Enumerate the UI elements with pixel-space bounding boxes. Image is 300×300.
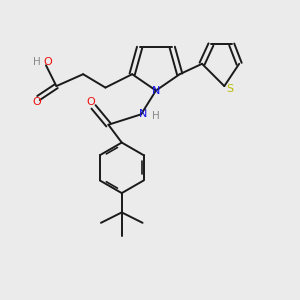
Text: H: H [152,111,160,121]
Text: O: O [86,98,95,107]
Text: N: N [138,109,147,119]
Text: O: O [33,98,41,107]
Text: S: S [227,84,234,94]
Text: H: H [33,57,41,67]
Text: O: O [43,57,52,67]
Text: N: N [152,85,160,96]
